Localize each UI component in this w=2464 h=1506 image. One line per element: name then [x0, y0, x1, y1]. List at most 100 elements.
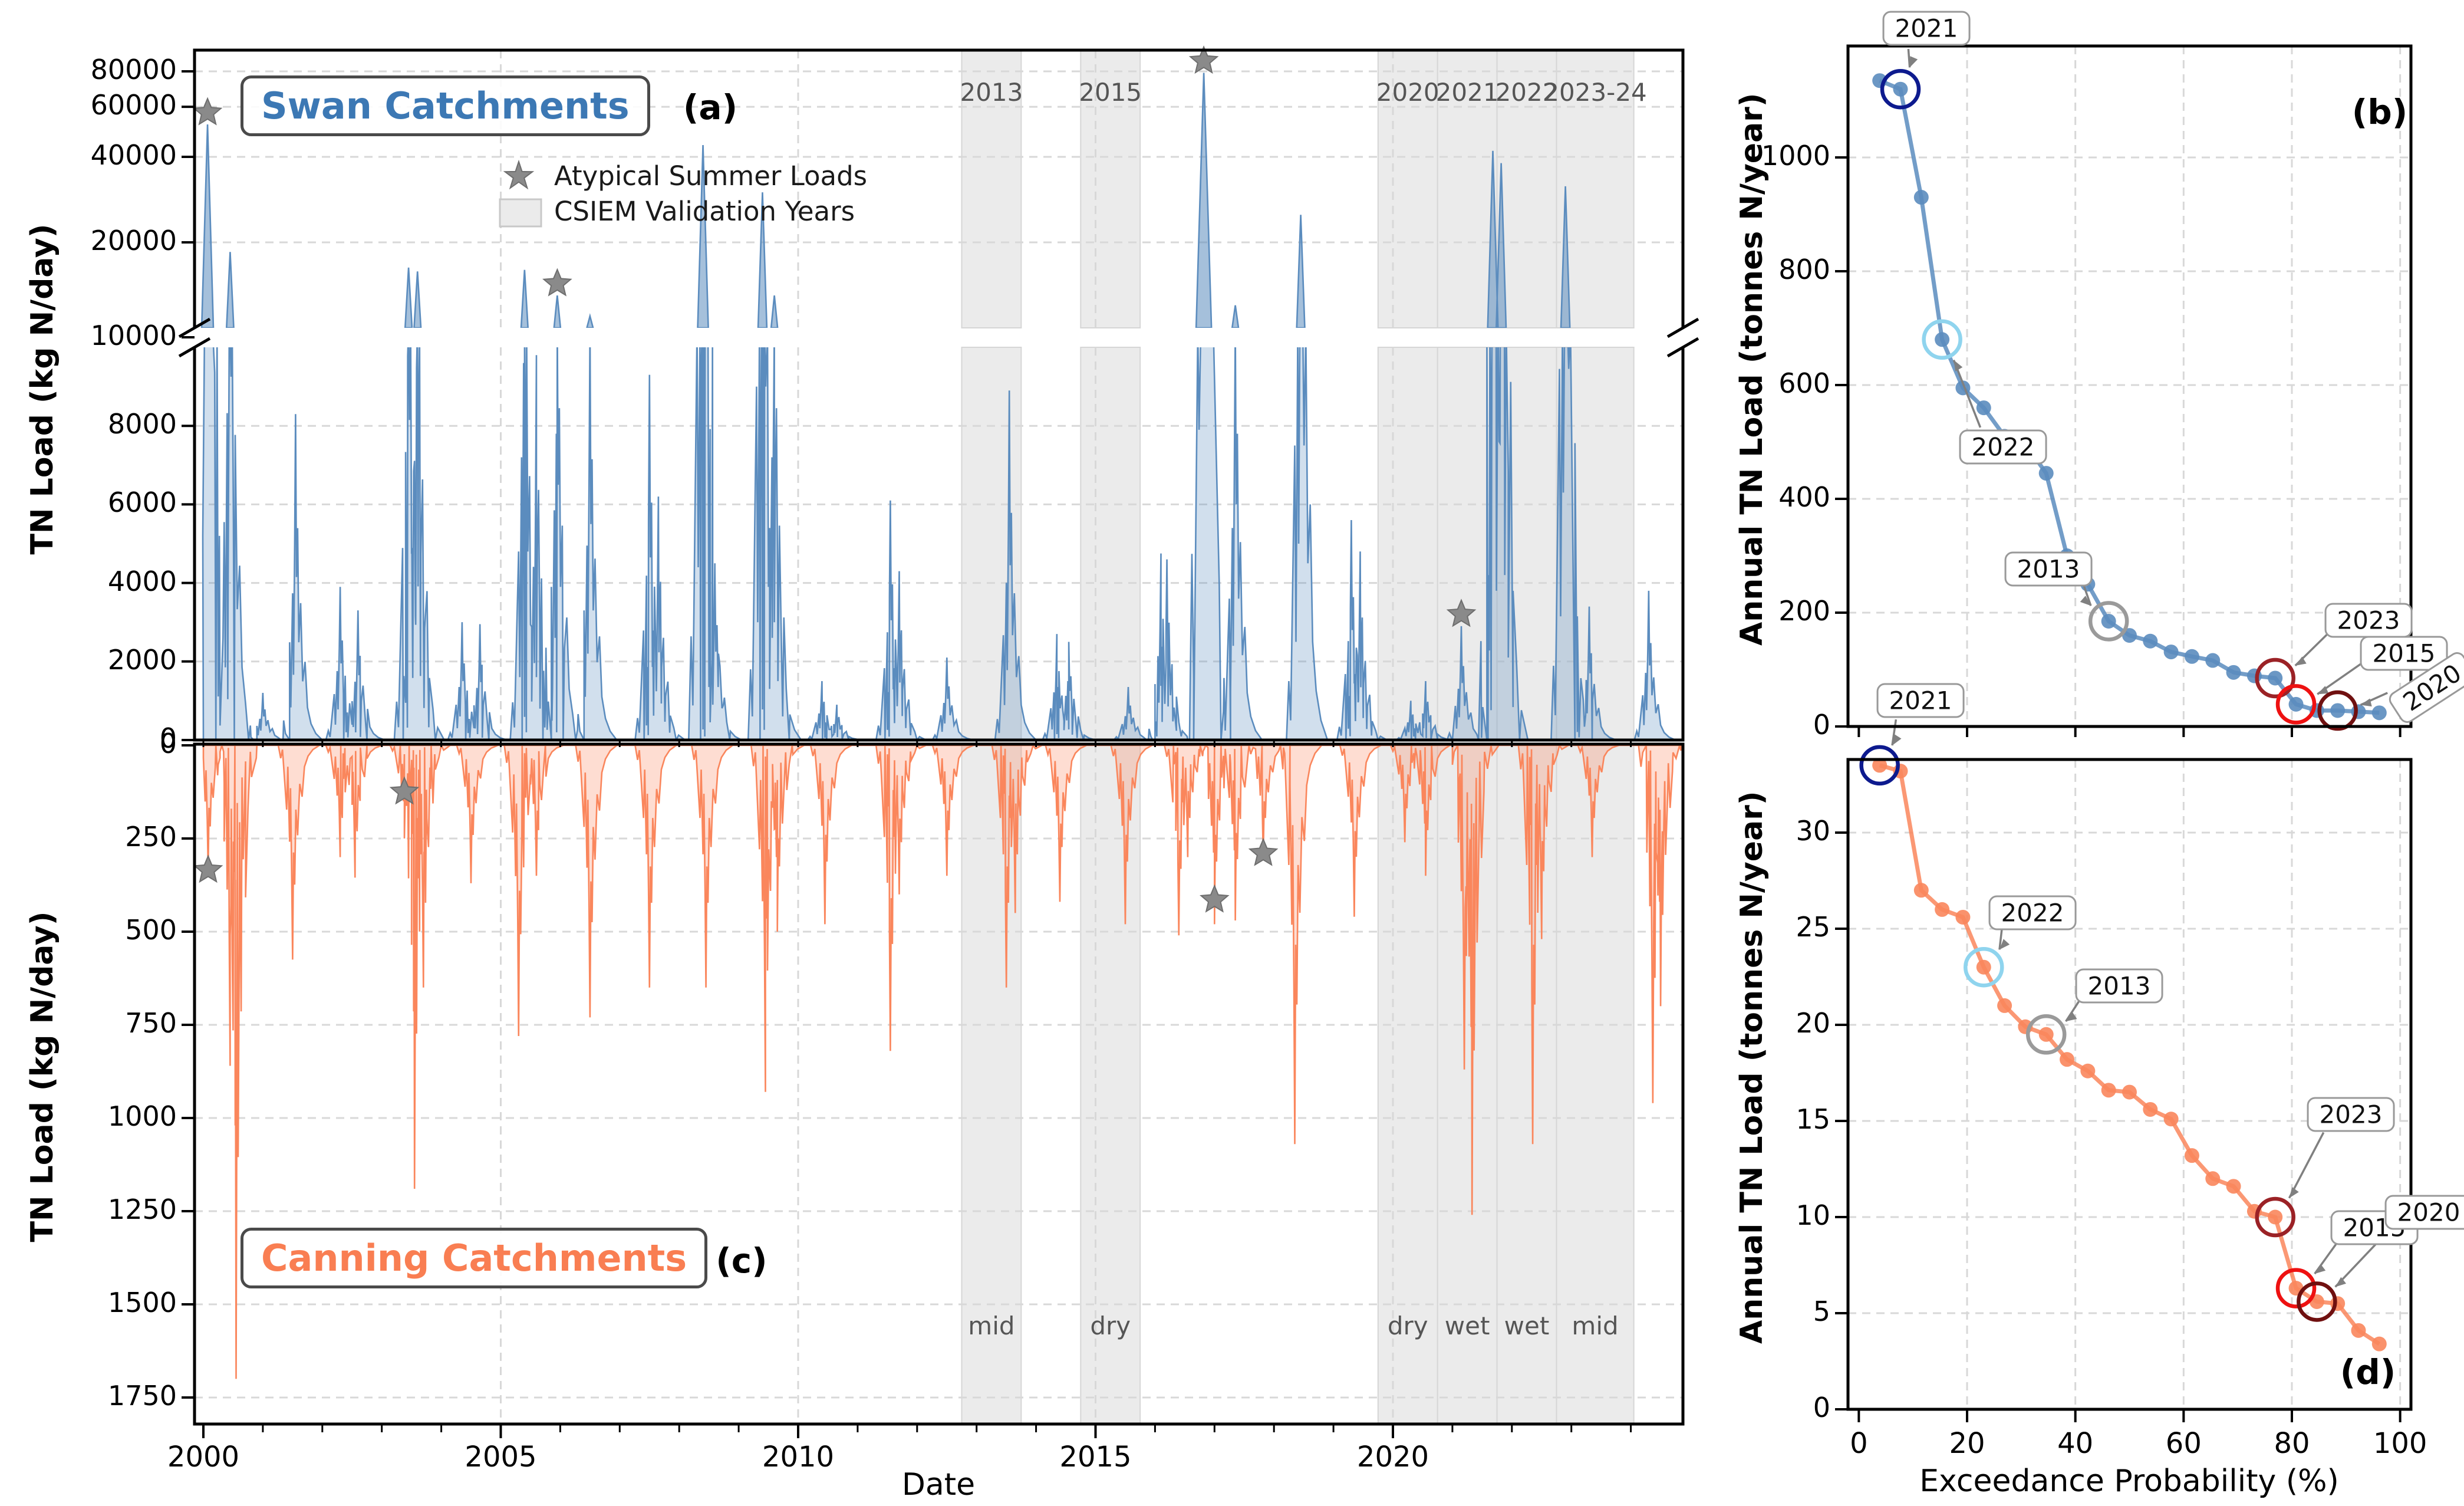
annotation-arrowhead	[1954, 360, 1963, 371]
exceedance-point	[2205, 653, 2221, 668]
axis-break-slash	[178, 317, 211, 338]
swan-top-spike	[586, 313, 594, 328]
swan-top-spike	[520, 269, 529, 328]
validation-band-2015	[1080, 50, 1141, 328]
exceedance-point	[2163, 645, 2179, 660]
year-circle-2020	[2297, 1281, 2337, 1322]
validation-band-2022	[1496, 50, 1557, 328]
exceedance-point	[2268, 670, 2283, 686]
ytick-c-0: 0	[159, 728, 177, 759]
ytick-b-200: 200	[1778, 595, 1830, 627]
exceedance-point	[2371, 705, 2387, 721]
year-circle-2021	[1859, 745, 1900, 786]
year-circle-2023	[2255, 657, 2295, 699]
annotation-arrowhead	[2295, 656, 2307, 666]
exceedance-point	[2143, 633, 2158, 649]
exceedance-point	[1913, 883, 1929, 898]
ytick-c-1000: 1000	[107, 1100, 177, 1132]
exceedance-point	[2101, 613, 2116, 629]
year-circle-2020	[2317, 690, 2358, 731]
season-label-2013: mid	[968, 1311, 1015, 1340]
axis-break-slash	[1666, 317, 1699, 338]
exceedance-point	[2184, 1148, 2199, 1163]
exceedance-point	[2226, 665, 2241, 680]
season-label-2022: wet	[1504, 1311, 1550, 1340]
validation-year-label-2021: 2021	[1435, 78, 1499, 107]
axis-break-slash	[1666, 337, 1699, 358]
exceedance-point	[2038, 466, 2054, 481]
annotation-arrowhead	[2066, 1012, 2077, 1022]
annotation-arrowhead	[2314, 1264, 2326, 1274]
axis-break-slash	[178, 337, 211, 358]
validation-year-label-2013: 2013	[960, 78, 1023, 107]
year-annotation-2023: 2023	[2307, 1097, 2395, 1132]
xtick-year-2005: 2005	[465, 1441, 537, 1474]
ytick-d-20: 20	[1796, 1007, 1830, 1039]
canning-title-box: Canning Catchments	[241, 1228, 708, 1288]
atypical-load-star	[192, 97, 223, 126]
swan-top-spike	[413, 271, 422, 328]
year-annotation-2015: 2015	[2360, 636, 2448, 671]
xtick-year-2010: 2010	[762, 1441, 835, 1474]
annotation-arrowhead	[2080, 596, 2091, 606]
year-circle-2022	[1922, 319, 1962, 360]
exceedance-point	[2143, 1101, 2158, 1117]
exceedance-point	[1935, 902, 1950, 917]
exceedance-point	[2060, 1052, 2075, 1067]
xtick-d-100: 100	[2373, 1427, 2427, 1460]
ytick-d-5: 5	[1813, 1295, 1830, 1327]
exceedance-point	[1893, 81, 1908, 97]
xtick-d-80: 80	[2274, 1427, 2310, 1460]
ytick-a-60000: 60000	[90, 89, 177, 121]
exceedance-xlabel: Exceedance Probability (%)	[1919, 1464, 2339, 1499]
xtick-d-0: 0	[1850, 1427, 1868, 1460]
ytick-a-8000: 8000	[107, 408, 177, 440]
exceedance-point	[2226, 1179, 2241, 1194]
ytick-b-0: 0	[1813, 709, 1830, 741]
ytick-b-600: 600	[1778, 367, 1830, 399]
season-label-2020: dry	[1387, 1311, 1428, 1340]
ytick-b-800: 800	[1778, 254, 1830, 285]
legend-label-atypical: Atypical Summer Loads	[554, 160, 868, 192]
ytick-c-1500: 1500	[107, 1287, 177, 1318]
exceedance-point	[2101, 1083, 2116, 1098]
axis-spine	[193, 742, 1685, 1426]
ytick-b-400: 400	[1778, 481, 1830, 513]
season-label-2015: dry	[1090, 1311, 1131, 1340]
swan-top-spike	[1487, 150, 1499, 328]
axis-spine	[193, 347, 1685, 742]
swan-title-box: Swan Catchments	[241, 75, 650, 136]
swan-top-spike	[404, 267, 413, 328]
annotation-arrowhead	[2317, 686, 2329, 695]
validation-year-label-2022: 2022	[1495, 78, 1559, 107]
validation-band-2013	[961, 50, 1022, 328]
atypical-load-star	[1446, 599, 1477, 627]
xtick-d-20: 20	[1949, 1427, 1985, 1460]
ytick-b-1000: 1000	[1761, 140, 1830, 172]
legend-band-swatch	[499, 198, 542, 230]
year-circle-2021	[1880, 68, 1921, 110]
ytick-d-15: 15	[1796, 1103, 1830, 1135]
swan-top-spike	[1195, 73, 1213, 328]
axis-spine	[193, 48, 1685, 328]
validation-band-2015	[1080, 744, 1141, 1425]
year-annotation-2022: 2022	[1959, 429, 2047, 465]
ytick-d-0: 0	[1813, 1392, 1830, 1423]
swan-top-spike	[1231, 305, 1240, 328]
year-annotation-2020: 2020	[2384, 1195, 2464, 1230]
validation-band-2015	[1080, 347, 1141, 741]
annotation-arrow	[2082, 583, 2092, 606]
exceedance-point	[1976, 400, 1991, 416]
validation-year-label-2020: 2020	[1376, 78, 1439, 107]
exceedance-point	[2371, 1336, 2387, 1352]
ytick-a-40000: 40000	[90, 139, 177, 171]
xtick-year-2000: 2000	[167, 1441, 240, 1474]
atypical-load-star	[1188, 45, 1219, 74]
ytick-d-10: 10	[1796, 1199, 1830, 1231]
swan-top-spike	[200, 124, 215, 328]
swan-top-spike	[1560, 186, 1571, 328]
canning-line	[202, 744, 1682, 1379]
date-xlabel: Date	[901, 1467, 976, 1502]
year-circle-2013	[2025, 1014, 2067, 1055]
